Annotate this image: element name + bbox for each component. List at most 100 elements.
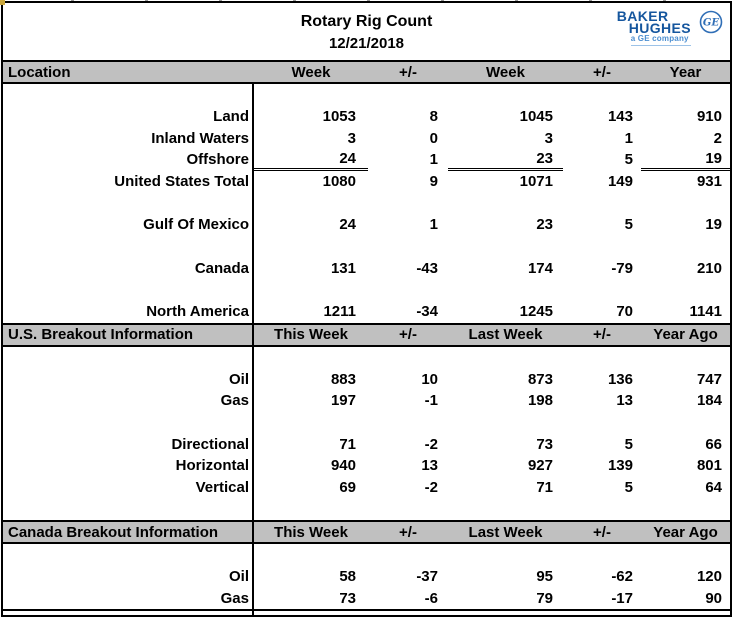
row-oil: Oil 58 -37 95 -62 120 xyxy=(3,565,730,588)
cell-value: 184 xyxy=(696,392,722,410)
cell-value: 70 xyxy=(616,303,633,321)
cell-value: 940 xyxy=(330,457,356,475)
row-gas: Gas 73 -6 79 -17 90 xyxy=(3,587,730,610)
blank-row xyxy=(3,235,730,258)
cell-value xyxy=(641,544,730,566)
cell-value xyxy=(368,279,448,301)
cell-value xyxy=(254,498,368,520)
cell-value: 71 xyxy=(536,479,553,497)
cell-value: 3 xyxy=(347,129,356,147)
cell-value: 143 xyxy=(607,108,633,126)
cell-value: 5 xyxy=(624,151,633,169)
row-label: Gas xyxy=(3,389,254,412)
page-title: Rotary Rig Count xyxy=(300,13,433,30)
cell-value: 19 xyxy=(641,149,730,171)
baker-hughes-wordmark: BAKER HUGHES a GE company xyxy=(617,9,691,46)
cell-value xyxy=(254,412,368,434)
cell-value: 931 xyxy=(696,173,722,191)
cell-value xyxy=(563,412,641,434)
cell-value: 8 xyxy=(429,108,438,126)
selection-corner-artifact xyxy=(0,0,5,5)
cell-value: 873 xyxy=(527,370,553,388)
cell-value: 136 xyxy=(607,370,633,388)
row-united-states-total: United States Total 1080 9 1071 149 931 xyxy=(3,170,730,193)
cell-value: 3 xyxy=(544,129,553,147)
cell-value xyxy=(641,412,730,434)
cell-value: 1045 xyxy=(519,108,553,126)
section-location-header: Location xyxy=(8,63,71,81)
row-label: Oil xyxy=(3,368,254,390)
blank-row xyxy=(3,346,730,369)
report-date: 12/21/2018 xyxy=(328,35,405,52)
cell-value: -79 xyxy=(611,259,633,277)
cell-value: 58 xyxy=(339,568,356,586)
cell-value: 1071 xyxy=(519,173,553,191)
row-land: Land 1053 8 1045 143 910 xyxy=(3,105,730,128)
cell-value xyxy=(448,412,563,434)
cell-value: 174 xyxy=(527,259,553,277)
column-header: This Week xyxy=(274,326,348,344)
row-offshore: Offshore 24 1 23 5 19 xyxy=(3,149,730,171)
cell-value: -1 xyxy=(424,392,438,410)
cell-value xyxy=(563,347,641,369)
cell-value xyxy=(368,412,448,434)
title-bar: Rotary Rig Count 12/21/2018 BAKER HUGHES… xyxy=(3,3,730,60)
cell-value: 131 xyxy=(330,259,356,277)
cell-value xyxy=(254,236,368,258)
column-header: +/- xyxy=(399,63,417,81)
cell-value: 747 xyxy=(696,370,722,388)
row-label: Directional xyxy=(3,433,254,455)
cell-value: 198 xyxy=(527,392,553,410)
column-header: Week xyxy=(486,63,525,81)
cell-value: 24 xyxy=(339,216,356,234)
blank-row xyxy=(3,192,730,215)
cell-value: 149 xyxy=(607,173,633,191)
row-label: Gas xyxy=(3,587,254,610)
cell-value: 79 xyxy=(536,589,553,607)
row-label xyxy=(3,411,254,434)
cell-value: 910 xyxy=(696,108,722,126)
cell-value: 883 xyxy=(330,370,356,388)
cell-value: 1 xyxy=(429,216,438,234)
cell-value: 801 xyxy=(696,457,722,475)
baker-hughes-logo: BAKER HUGHES a GE company GE xyxy=(617,9,723,46)
cell-value: 10 xyxy=(421,370,438,388)
cell-value: 120 xyxy=(696,568,722,586)
cell-value: 1245 xyxy=(519,303,553,321)
cell-value xyxy=(368,84,448,106)
row-label xyxy=(3,544,254,566)
row-label xyxy=(3,192,254,215)
cell-value xyxy=(254,347,368,369)
cell-value: 1053 xyxy=(322,108,356,126)
cell-value xyxy=(254,279,368,301)
row-gas: Gas 197 -1 198 13 184 xyxy=(3,389,730,412)
cell-value xyxy=(563,544,641,566)
cell-value xyxy=(448,84,563,106)
cell-value xyxy=(563,192,641,214)
row-label: Vertical xyxy=(3,476,254,499)
section-header-band-2: Canada Breakout Information This Week +/- L… xyxy=(3,520,730,545)
row-inland-waters: Inland Waters 3 0 3 1 2 xyxy=(3,127,730,150)
cell-value: 5 xyxy=(624,435,633,453)
row-label: United States Total xyxy=(3,170,254,193)
cell-value: 1211 xyxy=(323,303,356,321)
column-header: Last Week xyxy=(468,523,543,541)
cell-value xyxy=(448,498,563,520)
column-header: Year Ago xyxy=(653,523,718,541)
row-label xyxy=(3,84,254,106)
cell-value: -17 xyxy=(611,589,633,607)
row-vertical: Vertical 69 -2 71 5 64 xyxy=(3,476,730,499)
cell-value: 95 xyxy=(536,568,553,586)
section-location-header: Canada Breakout Information xyxy=(3,522,254,543)
cell-value xyxy=(641,347,730,369)
cell-value: 1141 xyxy=(689,303,722,321)
cell-value xyxy=(563,279,641,301)
row-label: Horizontal xyxy=(3,455,254,477)
cell-value: 71 xyxy=(339,435,356,453)
cell-value: -2 xyxy=(424,479,438,497)
cell-value xyxy=(254,84,368,106)
row-label: Gulf Of Mexico xyxy=(3,214,254,236)
cell-value: 73 xyxy=(339,589,356,607)
cell-value xyxy=(641,498,730,520)
cell-value xyxy=(448,192,563,214)
